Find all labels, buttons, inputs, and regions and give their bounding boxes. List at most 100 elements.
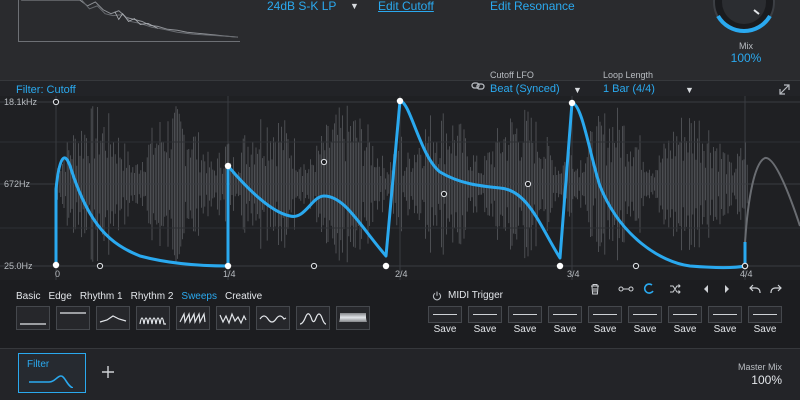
shuffle-icon[interactable] [669, 283, 681, 295]
save-slot[interactable]: Save [508, 306, 542, 336]
lfo-next-cycle-curve [744, 157, 800, 244]
shift-left-icon[interactable] [702, 283, 710, 295]
save-slot-preview[interactable] [668, 306, 702, 323]
save-button[interactable]: Save [713, 324, 737, 335]
midi-trigger-toggle[interactable]: MIDI Trigger [432, 290, 503, 301]
tab-edge[interactable]: Edge [48, 291, 72, 302]
tab-rhythm-2[interactable]: Rhythm 2 [130, 291, 174, 302]
graph-labels: 18.1kHz 672Hz 25.0Hz 0 1/4 2/4 3/4 4/4 [4, 97, 753, 279]
save-slot[interactable]: Save [468, 306, 502, 336]
curve-handle [52, 98, 60, 106]
anchor-point [224, 262, 232, 270]
loop-length-label: Loop Length [603, 70, 654, 80]
anchor-point [396, 97, 404, 105]
save-slot-preview[interactable] [748, 306, 782, 323]
save-slot-preview[interactable] [548, 306, 582, 323]
save-slot[interactable]: Save [668, 306, 702, 336]
save-slot-preview[interactable] [508, 306, 542, 323]
anchor-point [224, 162, 232, 170]
shape-preset-wave[interactable] [256, 306, 290, 330]
double-hump-shape-icon [299, 313, 327, 325]
undo-icon[interactable] [749, 283, 761, 295]
shape-preset-ramp[interactable] [96, 306, 130, 330]
curve-handle [524, 180, 532, 188]
link-icon[interactable] [471, 80, 485, 92]
wave-shape-icon [259, 315, 287, 323]
filter-type-caret-icon[interactable]: ▼ [350, 1, 359, 11]
anchor-point [568, 99, 576, 107]
save-slot[interactable]: Save [628, 306, 662, 336]
save-slot[interactable]: Save [748, 306, 782, 336]
bumps-shape-icon [139, 317, 166, 325]
shift-right-icon[interactable] [723, 283, 731, 295]
node-link-icon[interactable] [618, 283, 634, 295]
expand-icon[interactable] [779, 84, 790, 95]
beat-label: 1/4 [223, 269, 236, 279]
cutoff-lfo-graph[interactable]: 18.1kHz 672Hz 25.0Hz 0 1/4 2/4 3/4 4/4 [0, 96, 800, 280]
filter-module-tab[interactable]: Filter [18, 353, 86, 393]
save-slot-preview[interactable] [468, 306, 502, 323]
save-slot[interactable]: Save [708, 306, 742, 336]
lfo-anchor-points[interactable] [52, 97, 749, 270]
save-slot[interactable]: Save [588, 306, 622, 336]
edit-cutoff-link[interactable]: Edit Cutoff [378, 0, 434, 13]
save-button[interactable]: Save [593, 324, 617, 335]
power-icon [432, 291, 442, 300]
curve-handle [440, 190, 448, 198]
save-slot-preview[interactable] [428, 306, 462, 323]
save-slot-preview[interactable] [708, 306, 742, 323]
filter-type-select[interactable]: 24dB S-K LP [267, 0, 337, 13]
tab-creative[interactable]: Creative [224, 291, 263, 302]
save-slots: Save Save Save Save Save Save Save Save … [428, 306, 788, 336]
save-button[interactable]: Save [473, 324, 497, 335]
redo-icon[interactable] [770, 283, 782, 295]
tab-sweeps[interactable]: Sweeps [181, 291, 217, 302]
shape-preset-flat-low[interactable] [16, 306, 50, 330]
save-slot[interactable]: Save [548, 306, 582, 336]
shape-preset-dense[interactable] [336, 306, 370, 330]
frequency-label: 672Hz [4, 179, 31, 189]
jagged-shape-icon [219, 312, 247, 325]
frequency-label: 25.0Hz [4, 261, 33, 271]
save-button[interactable]: Save [553, 324, 577, 335]
shape-preset-flat-high[interactable] [56, 306, 90, 330]
midi-trigger-label: MIDI Trigger [448, 290, 504, 301]
cutoff-lfo-caret-icon[interactable]: ▼ [573, 85, 582, 95]
cutoff-lfo-label: Cutoff LFO [490, 70, 534, 80]
save-button[interactable]: Save [753, 324, 777, 335]
shape-preset-saw-steps[interactable] [176, 306, 210, 330]
curve-handle [741, 262, 749, 270]
shape-preset-double-hump[interactable] [296, 306, 330, 330]
edit-resonance-link[interactable]: Edit Resonance [490, 0, 575, 13]
beat-label: 4/4 [740, 269, 753, 279]
curve-tool-icon[interactable] [643, 283, 655, 295]
shape-preset-jagged[interactable] [216, 306, 250, 330]
shape-category-tabs: Basic Edge Rhythm 1 Rhythm 2 Sweeps Crea… [16, 291, 270, 303]
save-button[interactable]: Save [513, 324, 537, 335]
tab-basic[interactable]: Basic [16, 291, 41, 302]
saw-steps-shape-icon [179, 311, 206, 325]
beat-label: 2/4 [395, 269, 408, 279]
master-mix-value[interactable]: 100% [751, 373, 782, 387]
cutoff-lfo-select[interactable]: Beat (Synced) [490, 83, 560, 95]
save-button[interactable]: Save [673, 324, 697, 335]
loop-length-caret-icon[interactable]: ▼ [685, 85, 694, 95]
trash-icon[interactable] [589, 283, 601, 295]
save-slot[interactable]: Save [428, 306, 462, 336]
beat-label: 0 [55, 269, 60, 279]
mix-value: 100% [730, 51, 762, 65]
beat-label: 3/4 [567, 269, 580, 279]
curve-handle [632, 262, 640, 270]
save-button[interactable]: Save [633, 324, 657, 335]
save-button[interactable]: Save [433, 324, 457, 335]
curve-handle [320, 158, 328, 166]
filter-title: Filter: Cutoff [16, 84, 76, 96]
shape-preset-bumps[interactable] [136, 306, 170, 330]
filter-settings-panel [0, 0, 800, 80]
save-slot-preview[interactable] [588, 306, 622, 323]
loop-length-select[interactable]: 1 Bar (4/4) [603, 83, 655, 95]
save-slot-preview[interactable] [628, 306, 662, 323]
mix-knob[interactable] [706, 0, 782, 34]
tab-rhythm-1[interactable]: Rhythm 1 [79, 291, 123, 302]
add-module-icon[interactable] [100, 364, 116, 380]
